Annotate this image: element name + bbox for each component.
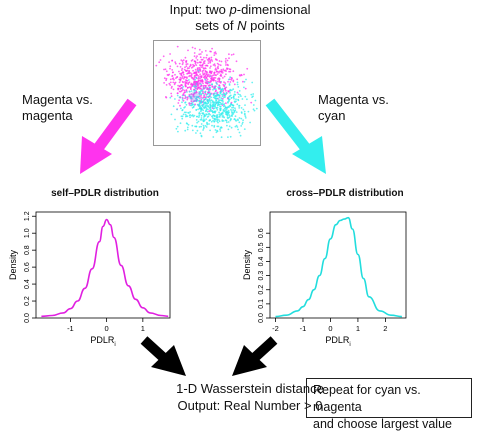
label-left-line2: magenta [22, 108, 73, 123]
label-right-line2: cyan [318, 108, 346, 123]
y-axis-label: Density [242, 249, 252, 280]
x-axis-label-subscript: i [114, 342, 115, 348]
intro-text-2b: points [246, 18, 285, 33]
scatter-points [155, 45, 258, 139]
y-tick-label: 0.0 [24, 313, 31, 323]
intro-text-1: Input: two [169, 2, 230, 17]
density-curve [275, 216, 402, 318]
cross-pdlr-chart: -2 -1 0 1 2 0.0 0.1 0.2 0.3 0.4 0.5 0.6 Density PDLRi [242, 211, 407, 348]
input-description: Input: two p-dimensional sets of N point… [120, 2, 360, 34]
final-line2: Output: Real Number > 0 [177, 398, 323, 413]
x-tick-label: 1 [141, 324, 145, 333]
y-tick-label: 0.6 [258, 228, 265, 238]
y-tick-label: 0.8 [24, 245, 31, 255]
x-tick-label: -2 [272, 324, 279, 333]
x-tick-label: -1 [67, 324, 74, 333]
x-tick-label: 0 [328, 324, 332, 333]
intro-p: p [229, 2, 237, 17]
final-line1: 1-D Wasserstein distance [176, 381, 324, 396]
y-tick-label: 0.2 [24, 296, 31, 306]
label-right-line1: Magenta vs. [318, 92, 389, 107]
y-tick-label: 0.6 [24, 262, 31, 272]
intro-text-2a: sets of [195, 18, 238, 33]
y-tick-label: 1.2 [24, 211, 31, 221]
label-right: Magenta vs. cyan [318, 92, 389, 124]
plot-frame [35, 211, 171, 319]
intro-n: N [237, 18, 247, 33]
y-tick-label: 1.0 [24, 228, 31, 238]
density-curve [41, 218, 169, 318]
chart-title-self: self–PDLR distribution [51, 188, 159, 199]
note-line1: Repeat for cyan vs. magenta [313, 383, 421, 414]
self-pdlr-chart: -1 0 1 0.0 0.2 0.4 0.6 0.8 1.0 1.2 Density PDLRi [8, 211, 171, 348]
intro-text-1b: -dimensional [236, 2, 311, 17]
y-tick-label: 0.1 [258, 299, 265, 309]
chart-title-cross: cross–PDLR distribution [286, 188, 404, 199]
wasserstein-output: 1-D Wasserstein distance Output: Real Nu… [140, 380, 360, 414]
note-line2: and choose largest value [313, 417, 452, 431]
x-tick-label: 2 [383, 324, 387, 333]
scatter-image [153, 40, 261, 146]
y-axis-label: Density [8, 249, 18, 280]
plot-frame [269, 211, 407, 319]
x-axis-label: PDLRi [90, 335, 115, 348]
scatter-plot [155, 45, 258, 139]
x-axis-label-subscript: i [349, 342, 350, 348]
x-tick-label: -1 [300, 324, 307, 333]
x-tick-label: 0 [105, 324, 109, 333]
y-tick-label: 0.4 [24, 279, 31, 289]
label-left-line1: Magenta vs. [22, 92, 93, 107]
y-tick-label: 0.2 [258, 285, 265, 295]
x-axis-label: PDLRi [325, 335, 350, 348]
y-tick-label: 0.5 [258, 242, 265, 252]
y-tick-label: 0.0 [258, 313, 265, 323]
label-left: Magenta vs. magenta [22, 92, 93, 124]
x-tick-label: 1 [356, 324, 360, 333]
repeat-note-box: Repeat for cyan vs. magenta and choose l… [306, 378, 472, 431]
y-tick-label: 0.3 [258, 271, 265, 281]
y-tick-label: 0.4 [258, 256, 265, 266]
